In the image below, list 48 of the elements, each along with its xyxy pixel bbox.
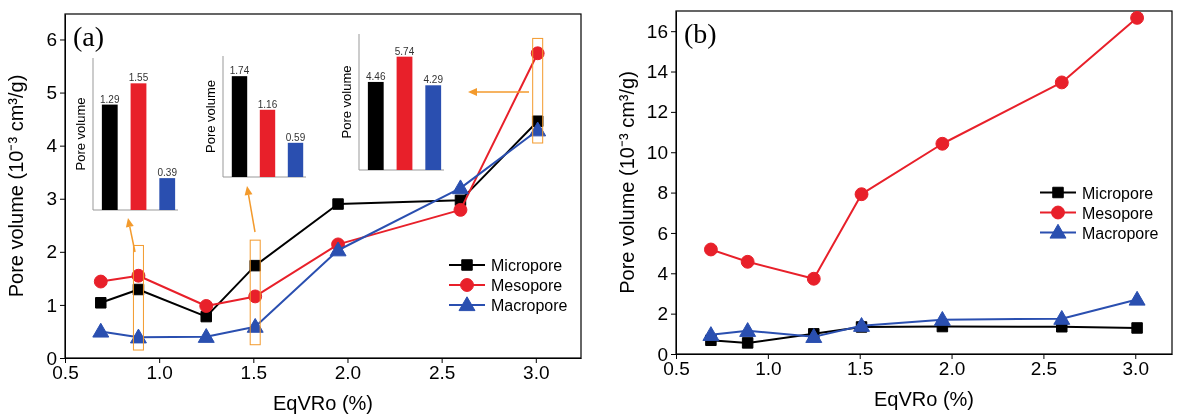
x-tick-label: 2.5 — [1030, 358, 1058, 380]
data-label: 1.74 — [229, 65, 250, 77]
y-tick-label: 14 — [646, 61, 669, 83]
x-tick-label: 1.5 — [846, 358, 874, 380]
y-tick-label: 8 — [657, 182, 668, 204]
x-tick-label: 3.0 — [523, 362, 550, 384]
legend-label: Macropore — [1082, 224, 1159, 242]
y-tick-label: 16 — [646, 20, 668, 42]
data-label: 0.39 — [157, 167, 178, 179]
y-tick-label: 2 — [657, 303, 668, 325]
legend-label: Micropore — [1082, 184, 1154, 202]
y-tick-label: 1 — [46, 294, 57, 316]
y-tick-label: 12 — [646, 101, 668, 123]
data-label: 4.46 — [366, 70, 386, 82]
y-tick-label: 4 — [657, 262, 669, 284]
x-tick-label: 3.0 — [1122, 358, 1149, 380]
x-tick-label: 1.5 — [240, 362, 268, 384]
legend-label: Mesopore — [491, 277, 563, 294]
x-tick-label: 1.0 — [755, 358, 782, 380]
x-tick-label: 1.0 — [146, 362, 173, 384]
y-axis-title: Pore volume — [73, 97, 88, 171]
y-tick-label: 10 — [646, 141, 668, 163]
y-tick-label: 6 — [657, 222, 668, 244]
legend-label: Mesopore — [1082, 204, 1154, 222]
legend-label: Micropore — [491, 257, 563, 274]
y-tick-label: 3 — [46, 188, 57, 210]
x-tick-label: 2.5 — [428, 362, 456, 384]
x-axis-title: EqVRo (%) — [873, 388, 975, 410]
y-tick-label: 6 — [46, 29, 57, 51]
data-label: 5.74 — [394, 45, 415, 57]
y-tick-label: 2 — [46, 241, 57, 263]
data-label: 4.29 — [423, 74, 444, 86]
y-axis-title: Pore volume — [339, 65, 354, 139]
chart-title: (a) — [73, 21, 105, 52]
x-axis-title: EqVRo (%) — [272, 392, 374, 414]
data-label: 0.59 — [285, 131, 306, 143]
y-axis-title: Pore volume (10⁻³ cm³/g) — [5, 74, 27, 298]
data-label: 1.16 — [257, 98, 278, 110]
y-tick-label: 4 — [46, 135, 58, 157]
x-tick-label: 2.0 — [334, 362, 362, 384]
x-tick-label: 2.0 — [938, 358, 966, 380]
data-label: 1.55 — [128, 72, 149, 84]
chart-title: (b) — [684, 18, 717, 49]
data-label: 1.29 — [100, 93, 120, 105]
y-tick-label: 5 — [46, 82, 57, 104]
legend-label: Macropore — [491, 297, 568, 314]
y-axis-title: Pore volume — [203, 80, 218, 153]
y-axis-title: Pore volume (10⁻³ cm³/g) — [616, 71, 638, 294]
